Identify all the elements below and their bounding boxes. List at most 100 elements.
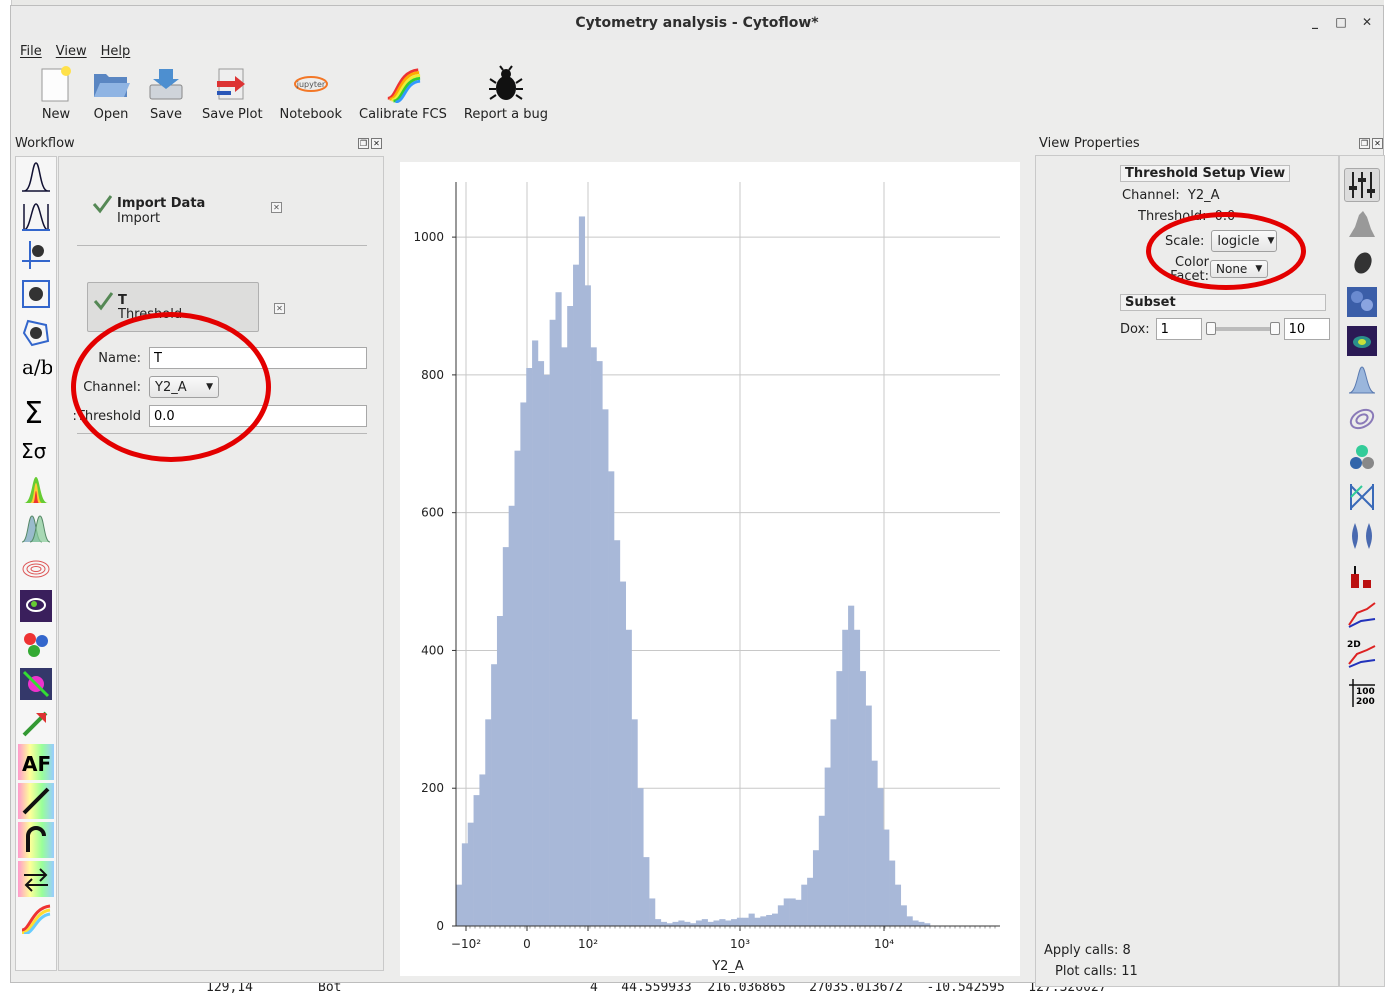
viewprops-float-button[interactable]: ❐ [1359,138,1370,149]
view-stats-2d-icon[interactable]: 2D [1344,636,1380,670]
op-tasbe-icon[interactable] [18,705,54,741]
apply-calls-row: Apply calls: 8 [1044,943,1131,958]
op-gaussian-icon[interactable] [18,159,54,195]
op-flowpeaks-icon[interactable] [18,588,54,624]
workflow-panel: Workflow ❐ ✕ a/b Σ Σσ AF [11,136,384,984]
histogram-bar [824,767,831,926]
histogram-bar [479,774,486,926]
histogram-bar [555,292,562,926]
histogram-bar [508,505,515,926]
histogram-bar [467,822,474,926]
histogram-bar [608,471,615,926]
histogram-bar [690,923,697,926]
op-stats-icon[interactable]: Σσ [18,432,54,468]
view-scatter-icon[interactable] [1344,246,1380,280]
menu-help[interactable]: Help [100,43,131,59]
open-button[interactable]: Open [86,62,136,124]
menu-view[interactable]: View [55,43,87,59]
view-2d-kde-icon[interactable] [1344,402,1380,436]
op-gmm-icon[interactable] [18,510,54,546]
workflow-list: Import Data Import ✕ T Threshold ✕ Name:… [58,156,384,971]
histogram-bar [889,860,896,926]
histogram-bar [736,917,744,926]
rainbow-icon [384,64,422,104]
op-bleedthrough-icon[interactable] [18,471,54,507]
histogram-bar [485,719,492,926]
histogram-bar [502,547,509,926]
workflow-item-import[interactable]: Import Data Import [117,196,206,226]
view-hexbin-icon[interactable] [1344,285,1380,319]
plot-calls-value: 11 [1121,964,1138,979]
new-button[interactable]: New [31,62,81,124]
histogram-bar [766,914,773,926]
view-table-icon[interactable]: 100 200 [1344,675,1380,709]
op-color-translation-icon[interactable] [18,861,54,897]
op-quad-icon[interactable] [18,237,54,273]
histogram-bar [649,898,656,926]
plot-calls-row: Plot calls: 11 [1055,964,1138,979]
workflow-close-button[interactable]: ✕ [371,138,382,149]
op-rainbow-icon[interactable] [18,900,54,936]
view-toolbar: 2D 100 200 [1339,155,1385,987]
histogram-bar [532,340,539,926]
histogram-bar [561,347,568,926]
view-kde-icon[interactable] [1344,363,1380,397]
folder-open-icon [92,64,130,104]
threshold-delete-icon[interactable]: ✕ [274,303,285,314]
report-bug-button[interactable]: Report a bug [458,62,554,124]
histogram-bar [590,347,597,926]
histogram-bar [549,319,556,926]
dox-slider-max-handle[interactable] [1269,322,1280,335]
bg-text-bot: Bot [318,980,342,995]
histogram-bar [537,361,545,927]
notebook-button[interactable]: jupyter Notebook [274,62,348,124]
histogram-bar [731,919,738,926]
op-som-icon[interactable] [18,666,54,702]
close-button[interactable]: ✕ [1361,15,1373,29]
viewprops-close-button[interactable]: ✕ [1372,138,1383,149]
histogram-bar [842,629,849,926]
workflow-float-button[interactable]: ❐ [358,138,369,149]
op-range2d-icon[interactable] [18,276,54,312]
histogram-bar [789,898,796,926]
view-radviz-icon[interactable] [1344,480,1380,514]
minimize-button[interactable]: _ [1312,15,1318,29]
histogram-bar [742,917,749,926]
view-stats-1d-icon[interactable] [1344,597,1380,631]
op-bleedthrough-linear-icon[interactable] [18,783,54,819]
view-histogram-icon[interactable] [1344,207,1380,241]
dox-slider-min-handle[interactable] [1205,322,1216,335]
view-bar-chart-icon[interactable] [1344,558,1380,592]
view-parallel-icon[interactable] [1344,441,1380,475]
histogram-bar [520,402,527,926]
workflow-title: Workflow [15,136,75,151]
save-button[interactable]: Save [141,62,191,124]
histogram-bar [496,616,504,926]
histogram-bar [830,719,837,926]
histogram-bar [777,905,785,926]
toolbar: New Open Save Save Plot jupyter Notebook [11,62,1383,128]
op-autofluorescence-icon[interactable]: AF [18,744,54,780]
op-density-icon[interactable] [18,549,54,585]
save-plot-button[interactable]: Save Plot [196,62,269,124]
plot-area: 0 200 400 600 800 1000 −10² 0 10² 10³ 10⁴ Y2_A [400,162,1020,976]
new-file-icon [37,64,75,104]
dox-range-slider[interactable] [1205,322,1280,335]
op-bead-calibration-icon[interactable] [18,822,54,858]
op-polygon-icon[interactable] [18,315,54,351]
op-sum-icon[interactable]: Σ [18,393,54,429]
calibrate-fcs-button[interactable]: Calibrate FCS [353,62,453,124]
op-kmeans-icon[interactable] [18,627,54,663]
view-violin-icon[interactable] [1344,519,1380,553]
op-range-icon[interactable] [18,198,54,234]
view-threshold-icon[interactable] [1344,168,1380,202]
maximize-button[interactable]: □ [1335,15,1347,29]
dox-max-input[interactable] [1283,318,1330,340]
background-terminal-bottom: 129,14 Bot 4 44.559933 216.036865 27035.… [10,980,1394,995]
import-delete-icon[interactable]: ✕ [271,202,282,213]
view-density-icon[interactable] [1344,324,1380,358]
dox-min-input[interactable] [1155,318,1202,340]
svg-text:200: 200 [1356,697,1375,707]
op-ratio-icon[interactable]: a/b [18,354,54,390]
menu-file[interactable]: File [20,43,42,59]
